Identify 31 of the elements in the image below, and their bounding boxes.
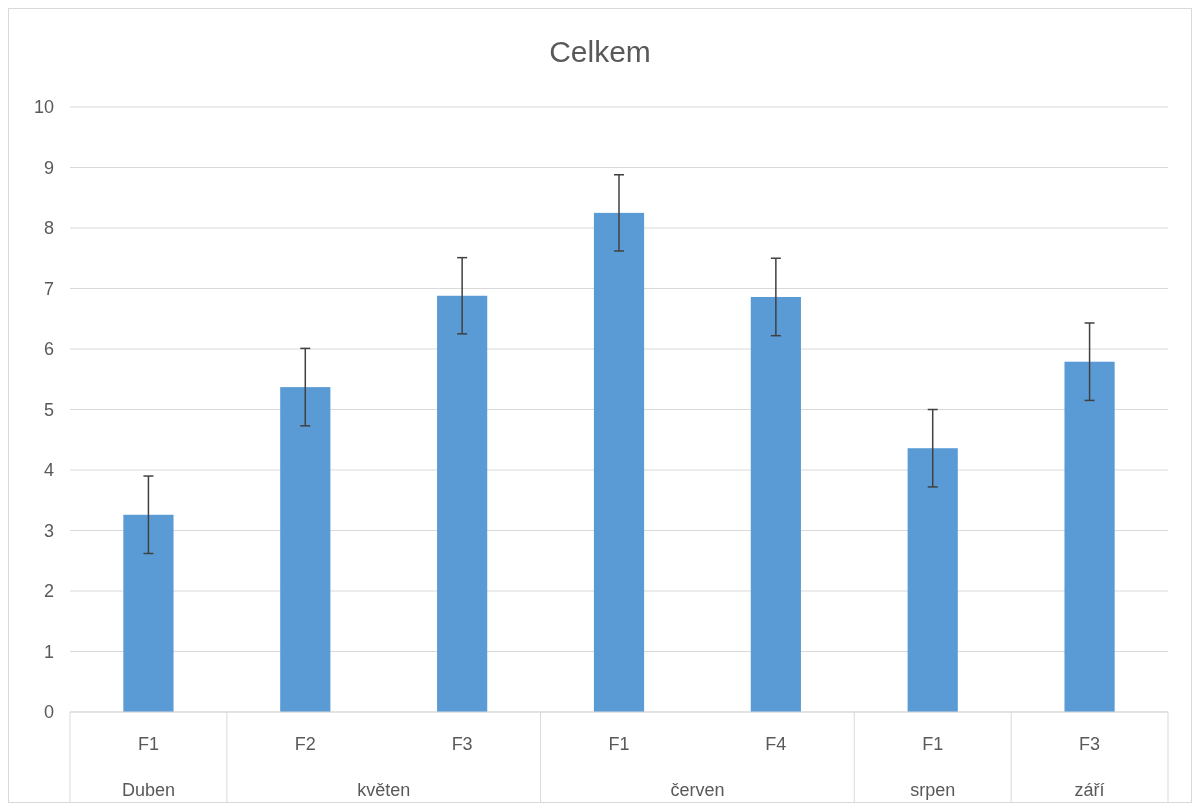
text: srpen (910, 780, 956, 800)
x-tick-label: F3 (451, 734, 473, 754)
y-tick-label: 1 (43, 641, 54, 662)
bar (123, 514, 174, 712)
x-tick-label: F3 (1079, 734, 1101, 754)
text: červen (670, 780, 725, 800)
x-tick-label: F1 (922, 734, 944, 754)
y-tick-label: 9 (43, 157, 54, 178)
y-tick-label: 6 (43, 339, 54, 360)
bar (280, 387, 331, 712)
y-tick-label: 3 (43, 520, 54, 541)
y-tick-label: 8 (43, 218, 54, 239)
chart-title: Celkem (549, 35, 651, 68)
y-tick-label: 4 (43, 460, 54, 481)
bar (1064, 361, 1115, 712)
y-tick-label: 7 (43, 278, 54, 299)
x-tick-label: F2 (294, 734, 316, 754)
y-tick-label: 0 (43, 702, 54, 723)
text: září (1074, 780, 1105, 800)
x-tick-label: F1 (137, 734, 159, 754)
bar (750, 296, 801, 712)
y-tick-label: 2 (43, 581, 54, 602)
text: květen (357, 780, 411, 800)
y-tick-label: 10 (33, 97, 54, 118)
x-tick-label: F4 (765, 734, 787, 754)
bar (907, 448, 958, 712)
x-tick-label: F1 (608, 734, 630, 754)
y-tick-label: 5 (43, 399, 54, 420)
bar (437, 295, 488, 712)
bar (593, 212, 645, 712)
text: Duben (121, 780, 175, 800)
